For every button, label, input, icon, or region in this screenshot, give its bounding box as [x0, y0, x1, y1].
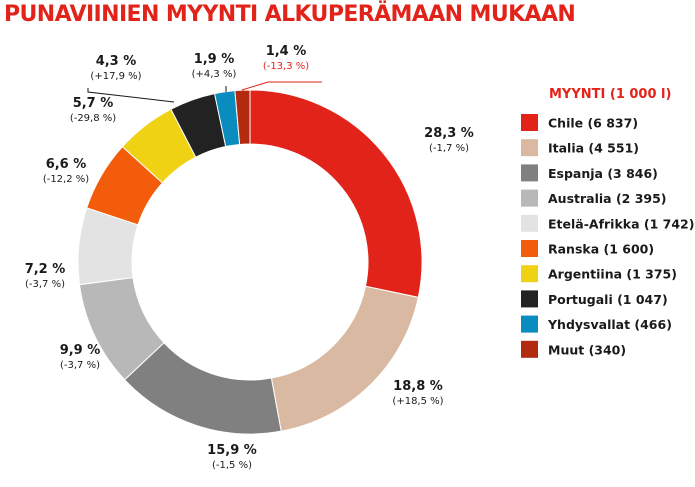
legend-swatch-0 — [521, 114, 538, 131]
slice-0 — [249, 89, 423, 299]
donut-slices — [77, 89, 423, 435]
legend-swatch-8 — [521, 315, 538, 333]
legend-label-3: Australia (2 395) — [548, 191, 667, 206]
slice-change-label-7: (+17,9 %) — [90, 71, 141, 82]
legend-label-7: Portugali (1 047) — [548, 292, 668, 307]
slice-change-label-9: (-13,3 %) — [263, 61, 309, 72]
leader-lines — [87, 81, 322, 103]
leader-line-muut — [241, 81, 322, 91]
legend-swatch-6 — [521, 265, 538, 283]
legend-swatch-3 — [521, 189, 538, 207]
slice-1 — [270, 285, 419, 432]
slice-9 — [234, 89, 251, 145]
slice-labels: 28,3 % (-1,7 %) 18,8 % (+18,5 %) 15,9 % (-1,5… — [25, 44, 474, 471]
legend-swatch-9 — [521, 340, 538, 358]
legend-label-1: Italia (4 551) — [548, 141, 639, 156]
slice-change-label-8: (+4,3 %) — [192, 69, 237, 80]
slice-value-label-0: 28,3 % — [424, 126, 474, 141]
legend-label-2: Espanja (3 846) — [548, 166, 658, 181]
legend-swatch-4 — [521, 214, 538, 232]
leader-line-portugali — [87, 88, 175, 103]
legend-title: MYYNTI (1 000 l) — [549, 87, 671, 102]
legend-swatch-7 — [521, 290, 538, 308]
slice-change-label-2: (-1,5 %) — [212, 460, 252, 471]
legend-swatch-2 — [521, 164, 538, 182]
legend-swatch-5 — [521, 240, 538, 257]
legend-label-9: Muut (340) — [548, 342, 626, 357]
slice-change-label-1: (+18,5 %) — [392, 396, 443, 407]
slice-value-label-9: 1,4 % — [266, 44, 307, 59]
slice-value-label-6: 5,7 % — [73, 96, 114, 111]
legend-label-5: Ranska (1 600) — [548, 242, 654, 257]
legend-label-6: Argentiina (1 375) — [548, 267, 677, 282]
slice-change-label-0: (-1,7 %) — [429, 143, 469, 154]
slice-value-label-1: 18,8 % — [393, 379, 443, 394]
legend-label-0: Chile (6 837) — [548, 116, 638, 131]
slice-value-label-5: 6,6 % — [46, 157, 87, 172]
slice-change-label-3: (-3,7 %) — [60, 360, 100, 371]
slice-value-label-8: 1,9 % — [194, 52, 235, 67]
legend: MYYNTI (1 000 l) Chile (6 837) Italia (4 … — [521, 87, 694, 358]
slice-value-label-7: 4,3 % — [96, 54, 137, 69]
slice-value-label-4: 7,2 % — [25, 262, 66, 277]
slice-value-label-2: 15,9 % — [207, 443, 257, 458]
legend-label-4: Etelä-Afrikka (1 742) — [548, 216, 694, 231]
slice-change-label-4: (-3,7 %) — [25, 279, 65, 290]
chart-title: PUNAVIINIEN MYYNTI ALKUPERÄMAAN MUKAAN — [4, 2, 576, 27]
legend-label-8: Yhdysvallat (466) — [547, 317, 672, 332]
slice-change-label-6: (-29,8 %) — [70, 113, 116, 124]
legend-swatch-1 — [521, 139, 538, 157]
slice-change-label-5: (-12,2 %) — [43, 174, 89, 185]
slice-value-label-3: 9,9 % — [60, 343, 101, 358]
